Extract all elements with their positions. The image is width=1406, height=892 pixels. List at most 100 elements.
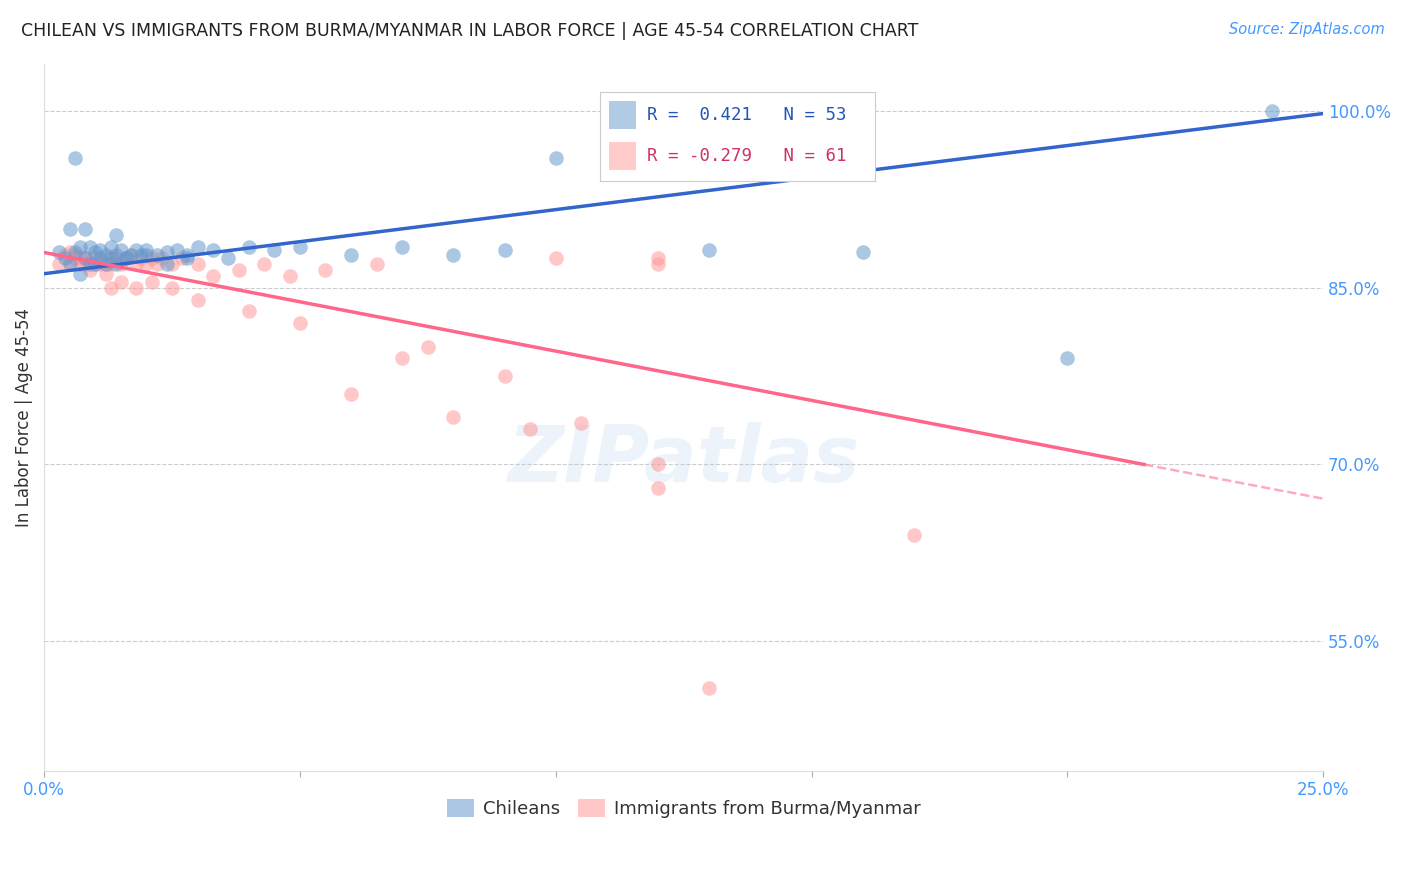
Point [519,422,541,436]
Point [569,417,592,431]
Point [172,252,194,266]
Point [135,257,157,271]
Point [903,528,925,542]
Point [53,248,76,262]
Point [145,248,167,262]
Point [94,257,117,271]
Point [79,257,101,271]
Point [135,248,157,262]
Point [120,248,142,262]
Y-axis label: In Labor Force | Age 45-54: In Labor Force | Age 45-54 [15,308,32,527]
Point [263,243,285,257]
Point [131,252,153,266]
Point [145,257,167,271]
Point [125,243,148,257]
Point [79,263,101,277]
Point [48,257,70,271]
Point [73,222,96,236]
Point [104,227,127,242]
Point [187,293,209,307]
Point [288,239,311,253]
Point [73,257,96,271]
Point [104,248,127,262]
Point [89,252,111,266]
Point [89,257,111,271]
Point [69,239,91,253]
Point [288,316,311,330]
Point [166,243,188,257]
Point [69,257,91,271]
Point [125,257,148,271]
Point [69,267,91,281]
Legend: Chileans, Immigrants from Burma/Myanmar: Chileans, Immigrants from Burma/Myanmar [439,792,928,825]
Point [494,243,516,257]
Point [596,153,619,168]
Point [84,257,107,271]
Point [238,239,260,253]
Point [135,243,157,257]
Point [100,257,122,271]
Point [647,257,669,271]
Point [391,351,413,366]
Point [73,252,96,266]
Point [84,245,107,260]
Point [201,243,224,257]
Point [544,151,567,165]
Point [110,275,132,289]
Point [79,239,101,253]
Point [115,252,138,266]
Point [63,248,86,262]
Point [544,252,567,266]
Point [238,304,260,318]
Point [187,239,209,253]
Point [1261,104,1284,119]
Point [253,257,276,271]
Point [59,255,82,269]
Point [160,281,183,295]
Point [278,268,301,283]
Point [59,245,82,260]
Point [340,248,363,262]
Point [110,257,132,271]
Point [416,340,439,354]
Point [89,243,111,257]
Text: Source: ZipAtlas.com: Source: ZipAtlas.com [1229,22,1385,37]
Point [63,151,86,165]
Point [150,252,173,266]
Point [340,387,363,401]
Point [441,248,464,262]
Point [156,245,179,260]
Point [79,255,101,269]
Point [852,245,875,260]
Point [48,245,70,260]
Point [160,257,183,271]
Point [141,252,163,266]
Point [1056,351,1078,366]
Point [697,243,720,257]
Point [115,252,138,266]
Point [59,222,82,236]
Point [100,239,122,253]
Point [391,239,413,253]
Point [120,248,142,262]
Text: CHILEAN VS IMMIGRANTS FROM BURMA/MYANMAR IN LABOR FORCE | AGE 45-54 CORRELATION : CHILEAN VS IMMIGRANTS FROM BURMA/MYANMAR… [21,22,918,40]
Point [141,275,163,289]
Point [59,257,82,271]
Point [94,267,117,281]
Point [94,257,117,271]
Point [63,245,86,260]
Point [53,252,76,266]
Point [125,281,148,295]
Point [647,481,669,495]
Point [63,252,86,266]
Point [176,248,198,262]
Point [94,248,117,262]
Point [201,268,224,283]
Point [100,252,122,266]
Point [100,252,122,266]
Point [647,252,669,266]
Point [110,243,132,257]
Point [697,681,720,696]
Point [315,263,337,277]
Point [131,248,153,262]
